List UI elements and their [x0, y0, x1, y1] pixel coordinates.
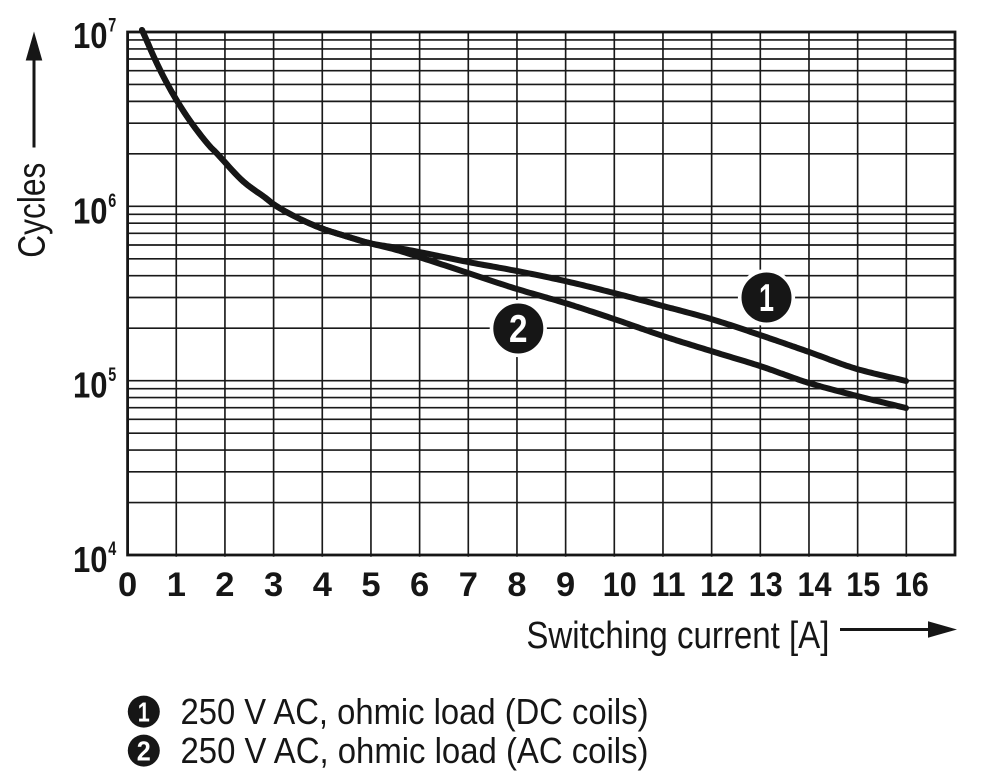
svg-text:7: 7 [108, 15, 116, 36]
svg-text:1: 1 [138, 697, 150, 728]
svg-text:1: 1 [167, 566, 186, 604]
svg-text:250 V AC, ohmic load (DC coils: 250 V AC, ohmic load (DC coils) [181, 691, 649, 732]
svg-text:5: 5 [108, 365, 116, 386]
svg-text:6: 6 [108, 191, 116, 212]
svg-text:10: 10 [73, 365, 108, 406]
svg-text:Cycles: Cycles [12, 163, 54, 258]
svg-text:8: 8 [507, 566, 526, 604]
svg-text:250 V AC, ohmic load (AC coils: 250 V AC, ohmic load (AC coils) [181, 730, 649, 771]
svg-text:0: 0 [118, 566, 137, 604]
svg-text:4: 4 [108, 539, 116, 560]
svg-text:14: 14 [798, 566, 832, 604]
svg-text:5: 5 [361, 566, 380, 604]
svg-text:4: 4 [313, 566, 332, 604]
svg-text:2: 2 [215, 566, 234, 604]
svg-text:9: 9 [556, 566, 575, 604]
svg-text:12: 12 [700, 566, 734, 604]
svg-text:16: 16 [895, 566, 929, 604]
svg-text:Switching current [A]: Switching current [A] [526, 615, 829, 657]
svg-text:2: 2 [509, 308, 528, 351]
svg-text:6: 6 [410, 566, 429, 604]
svg-text:1: 1 [759, 277, 774, 320]
svg-text:11: 11 [652, 566, 686, 604]
svg-text:10: 10 [603, 566, 637, 604]
svg-text:10: 10 [73, 191, 108, 232]
svg-text:15: 15 [846, 566, 880, 604]
svg-text:13: 13 [749, 566, 783, 604]
svg-text:3: 3 [264, 566, 283, 604]
svg-text:10: 10 [73, 15, 108, 56]
svg-text:2: 2 [137, 736, 151, 767]
svg-text:7: 7 [459, 566, 478, 604]
svg-text:10: 10 [73, 539, 108, 580]
